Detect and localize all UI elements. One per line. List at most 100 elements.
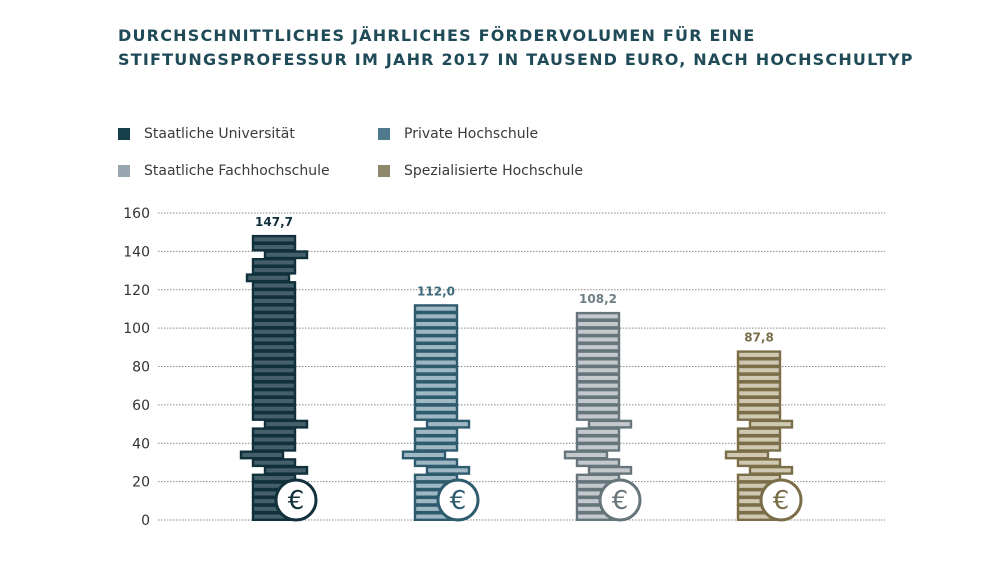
data-label: 108,2 (579, 292, 617, 306)
coin (748, 465, 794, 475)
coin (413, 342, 459, 352)
euro-coin-icon (274, 478, 318, 522)
euro-coin-icon (436, 478, 480, 522)
y-tick-label: 40 (132, 436, 150, 452)
coin (736, 350, 782, 360)
coin (251, 265, 297, 275)
coin (575, 358, 621, 367)
coin (724, 450, 770, 460)
euro-symbol: € (450, 486, 467, 516)
legend-item-private-hochschule: Private Hochschule (378, 126, 538, 142)
coin (251, 319, 297, 329)
coin (413, 388, 459, 398)
coin (736, 358, 782, 367)
coin (413, 335, 459, 344)
legend-item-spezialisierte-hochschule: Spezialisierte Hochschule (378, 163, 583, 179)
coin (425, 465, 471, 475)
coin (251, 342, 297, 352)
coin (748, 419, 794, 429)
coin (575, 427, 621, 437)
coin (575, 319, 621, 329)
legend-swatch (378, 128, 390, 140)
coin (575, 388, 621, 398)
coin (251, 234, 297, 244)
data-label: 147,7 (255, 215, 293, 229)
coin (736, 458, 782, 468)
chart-title: DURCHSCHNITTLICHES JÄHRLICHES FÖRDERVOLU… (118, 24, 914, 72)
coin (413, 304, 459, 314)
coin (401, 450, 447, 460)
coin (413, 404, 459, 414)
coin (587, 465, 633, 475)
euro-coin-icon (598, 478, 642, 522)
coin (575, 373, 621, 383)
coin (413, 350, 459, 360)
euro-symbol: € (612, 486, 629, 516)
coin (736, 381, 782, 391)
legend-label: Private Hochschule (404, 126, 539, 142)
coin (413, 381, 459, 391)
coin (736, 427, 782, 437)
coin (575, 381, 621, 391)
coin (736, 404, 782, 414)
coin (251, 404, 297, 414)
y-tick-label: 140 (123, 244, 150, 260)
coin (413, 327, 459, 337)
legend-item-staatliche-universitaet: Staatliche Universität (118, 126, 295, 142)
coin (413, 373, 459, 383)
data-label: 112,0 (417, 284, 455, 298)
coin (251, 442, 297, 452)
coin (413, 365, 459, 375)
coin (251, 296, 297, 306)
coin (251, 358, 297, 367)
coin (263, 419, 309, 429)
y-tick-label: 120 (123, 283, 150, 299)
coin (251, 304, 297, 314)
coin (575, 435, 621, 444)
title-line-1: DURCHSCHNITTLICHES JÄHRLICHES FÖRDERVOLU… (118, 26, 756, 45)
coin (563, 450, 609, 460)
coin (575, 311, 621, 321)
legend-label: Staatliche Fachhochschule (144, 163, 330, 179)
coin (413, 427, 459, 437)
coin (413, 435, 459, 444)
legend-label: Staatliche Universität (144, 126, 295, 142)
coin (575, 442, 621, 452)
coin (575, 335, 621, 344)
y-tick-label: 80 (132, 360, 150, 376)
y-tick-label: 20 (132, 475, 150, 491)
legend-swatch (378, 165, 390, 177)
coin (251, 435, 297, 444)
coin (413, 458, 459, 468)
data-label: 87,8 (744, 331, 774, 345)
coin (251, 311, 297, 321)
coin (736, 388, 782, 398)
legend-label: Spezialisierte Hochschule (404, 163, 583, 179)
coin (251, 288, 297, 298)
coin (251, 458, 297, 468)
coin (736, 365, 782, 375)
y-tick-label: 60 (132, 398, 150, 414)
coin (413, 442, 459, 452)
coin (736, 396, 782, 406)
coin (413, 311, 459, 321)
euro-symbol: € (288, 486, 305, 516)
coin (736, 412, 782, 421)
coin (575, 404, 621, 414)
coin (251, 381, 297, 391)
coin (413, 412, 459, 421)
coin (239, 450, 285, 460)
y-tick-label: 0 (141, 513, 150, 529)
y-tick-label: 160 (123, 206, 150, 222)
legend-swatch (118, 165, 130, 177)
coin (251, 327, 297, 337)
coin (736, 435, 782, 444)
coin (575, 458, 621, 468)
coin (575, 327, 621, 337)
coin (251, 396, 297, 406)
coin (413, 396, 459, 406)
coin (575, 396, 621, 406)
coin (251, 373, 297, 383)
coin (425, 419, 471, 429)
